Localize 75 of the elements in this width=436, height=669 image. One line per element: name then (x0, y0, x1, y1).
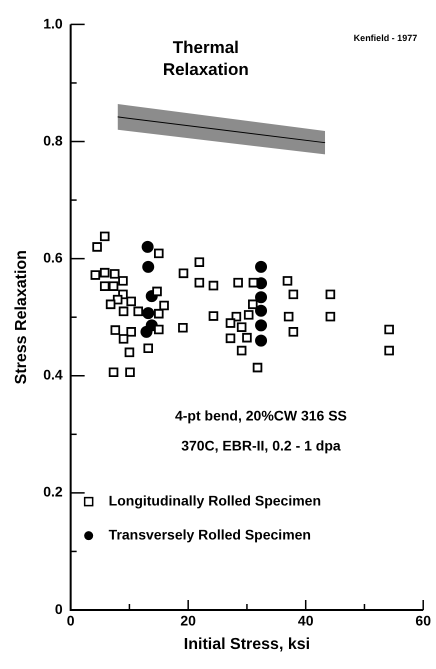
legend-label: Transversely Rolled Specimen (108, 526, 311, 543)
point (255, 291, 268, 304)
legend-label: Longitudinally Rolled Specimen (108, 492, 322, 509)
point (90, 270, 100, 280)
point (282, 276, 292, 286)
point (159, 300, 169, 310)
point (154, 248, 164, 258)
y-axis-title: Stress Relaxation (13, 250, 30, 384)
point (126, 296, 136, 306)
annotation: Kenfield - 1977 (354, 32, 418, 43)
point (142, 307, 154, 320)
point (178, 268, 188, 278)
point (154, 324, 164, 334)
point (110, 269, 120, 279)
point (142, 260, 154, 273)
y-tick-label: 0.4 (43, 366, 63, 383)
point (152, 286, 162, 296)
point (124, 348, 134, 358)
point (106, 300, 116, 310)
y-tick-label: 1.0 (43, 15, 63, 32)
point (142, 240, 154, 253)
point (236, 346, 246, 356)
point (100, 281, 110, 291)
x-axis-title: Initial Stress, ksi (184, 636, 310, 653)
point (242, 332, 252, 342)
point (133, 306, 144, 316)
point (248, 278, 258, 288)
point (326, 290, 336, 300)
point (255, 260, 268, 273)
annotation: 370C, EBR-II, 0.2 - 1 dpa (181, 438, 341, 454)
point (118, 306, 128, 316)
point (194, 278, 204, 288)
point (140, 326, 152, 338)
point (154, 308, 164, 318)
point (226, 333, 236, 344)
point (118, 334, 128, 344)
y-tick-label: 0 (54, 600, 63, 617)
point (384, 346, 394, 356)
annotation: 4-pt bend, 20%CW 316 SS (174, 408, 347, 424)
point (248, 300, 258, 310)
point (226, 318, 236, 328)
point (288, 290, 298, 300)
point (100, 268, 110, 278)
point (326, 312, 336, 322)
point (244, 310, 254, 320)
point (208, 280, 218, 290)
point (255, 304, 268, 317)
point (92, 242, 102, 252)
point (143, 343, 154, 354)
y-tick-label: 0.6 (43, 250, 63, 266)
point (208, 311, 218, 321)
point (110, 325, 120, 335)
point (108, 367, 118, 378)
y-tick-label: 0.8 (43, 132, 63, 148)
point (384, 324, 394, 334)
point (255, 334, 268, 347)
y-tick-label: 0.2 (43, 484, 63, 500)
x-tick-label: 0 (66, 612, 75, 628)
point (288, 327, 298, 337)
annotation: Thermal Relaxation (162, 38, 249, 80)
x-tick-label: 60 (415, 612, 432, 628)
point (255, 319, 268, 332)
point (252, 362, 262, 372)
x-tick-label: 40 (298, 612, 314, 628)
point (108, 281, 118, 291)
point (236, 322, 246, 332)
point (118, 276, 128, 286)
point (126, 327, 136, 337)
point (284, 312, 294, 322)
point (178, 322, 188, 333)
point (194, 257, 204, 267)
x-tick-label: 20 (180, 612, 196, 628)
point (233, 278, 243, 288)
point (100, 232, 110, 242)
point (125, 367, 135, 378)
